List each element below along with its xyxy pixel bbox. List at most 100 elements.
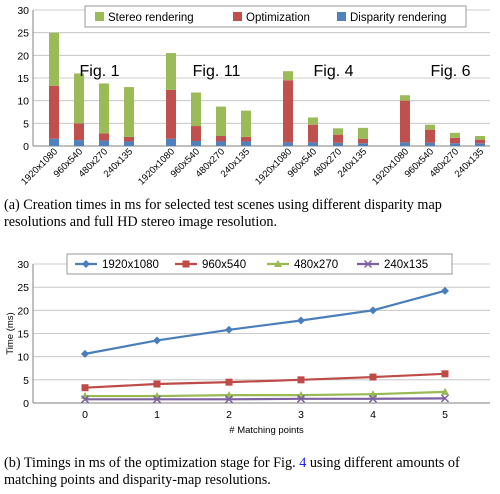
data-point <box>441 370 449 378</box>
y-tick-label: 20 <box>17 305 29 317</box>
bar-segment <box>333 128 343 135</box>
legend-marker <box>274 260 282 267</box>
bar-segment <box>99 133 109 141</box>
y-tick-label: 25 <box>17 28 29 40</box>
series-line <box>85 390 446 398</box>
bar-segment <box>166 53 176 90</box>
bar-segment <box>425 124 435 130</box>
legend-marker <box>82 260 90 268</box>
data-point <box>225 325 233 334</box>
legend-marker <box>182 260 190 268</box>
group-label: Fig. 4 <box>313 63 353 80</box>
data-point <box>297 376 305 384</box>
bar-segment <box>241 136 251 142</box>
data-point <box>369 306 377 315</box>
bar-segment <box>450 143 460 146</box>
data-point <box>81 349 89 358</box>
y-tick-label: 10 <box>17 352 29 364</box>
bar-segment <box>425 142 435 146</box>
data-point <box>81 384 89 392</box>
data-point <box>368 394 378 403</box>
x-tick-label: 1920x1080 <box>370 146 411 187</box>
y-tick-label: 10 <box>17 96 29 108</box>
legend-label: 480x270 <box>294 259 338 271</box>
x-axis-title: # Matching points <box>229 425 304 436</box>
legend-marker <box>363 259 373 269</box>
caption-a: (a) Creation times in ms for selected te… <box>4 197 442 230</box>
data-point <box>153 336 161 345</box>
caption-b: (b) Timings in ms of the optimization st… <box>4 455 498 489</box>
legend-swatch <box>95 12 104 21</box>
bar-segment <box>124 141 134 146</box>
bar-segment <box>400 142 410 146</box>
bar-segment <box>216 141 226 146</box>
y-tick-label: 0 <box>23 398 29 410</box>
bar-segment <box>49 32 59 86</box>
legend-box <box>84 5 467 28</box>
y-tick-label: 20 <box>17 50 29 62</box>
bar-segment <box>283 80 293 143</box>
group-label: Fig. 11 <box>193 63 241 80</box>
data-point <box>297 316 305 325</box>
bar-segment <box>99 83 109 134</box>
y-axis-title: Time (ms) <box>5 312 16 354</box>
bar-segment <box>74 140 84 146</box>
data-point <box>225 378 233 386</box>
legend-box <box>66 253 453 275</box>
legend-label: Stereo rendering <box>108 12 194 24</box>
data-point <box>369 390 377 398</box>
bar-segment <box>216 106 226 137</box>
bar-segment <box>475 139 485 144</box>
stacked-bar-chart: 0510152025301920x1080960x540480x270240x1… <box>17 5 490 187</box>
x-tick-label: 3 <box>298 409 304 421</box>
legend-label: 1920x1080 <box>102 259 159 271</box>
bar-segment <box>124 87 134 137</box>
data-point <box>440 394 450 403</box>
bar-segment <box>241 141 251 146</box>
bar-segment <box>99 140 109 146</box>
legend-label: 240x135 <box>384 259 428 271</box>
bar-segment <box>241 110 251 137</box>
fig-link[interactable]: 4 <box>299 455 307 471</box>
x-tick-label: 1920x1080 <box>136 146 177 187</box>
data-point <box>224 395 234 404</box>
legend-swatch <box>337 12 346 21</box>
bar-segment <box>124 136 134 142</box>
legend-swatch <box>233 12 242 21</box>
y-tick-label: 25 <box>17 282 29 294</box>
bar-segment <box>450 137 460 144</box>
bar-segment <box>191 141 201 146</box>
data-point <box>441 387 449 395</box>
legend-label: Disparity rendering <box>350 12 447 24</box>
bar-segment <box>308 117 318 125</box>
x-tick-label: 1 <box>154 409 160 421</box>
y-tick-label: 5 <box>23 375 29 387</box>
bar-segment <box>475 143 485 146</box>
caption-b-text: (b) Timings in ms of the optimization st… <box>4 455 300 471</box>
y-tick-label: 30 <box>17 259 29 271</box>
data-point <box>296 394 306 403</box>
bar-segment <box>425 129 435 143</box>
group-label: Fig. 6 <box>430 63 470 80</box>
bar-segment <box>400 100 410 143</box>
bar-segment <box>358 143 368 146</box>
x-tick-label: 2 <box>226 409 232 421</box>
legend-label: 960x540 <box>202 259 246 271</box>
x-tick-label: 5 <box>442 409 448 421</box>
series-line <box>84 289 446 355</box>
y-tick-label: 30 <box>17 5 29 17</box>
data-point <box>80 395 90 404</box>
bar-segment <box>358 138 368 144</box>
bar-segment <box>166 89 176 139</box>
data-point <box>441 286 449 295</box>
bar-segment <box>74 123 84 141</box>
x-tick-label: 0 <box>82 409 88 421</box>
bar-segment <box>400 95 410 101</box>
legend-label: Optimization <box>246 12 310 24</box>
bar-segment <box>166 138 176 146</box>
bar-segment <box>216 136 226 142</box>
bar-segment <box>358 127 368 139</box>
bar-segment <box>191 126 201 142</box>
bar-segment <box>475 136 485 140</box>
x-tick-label: 4 <box>370 409 376 421</box>
